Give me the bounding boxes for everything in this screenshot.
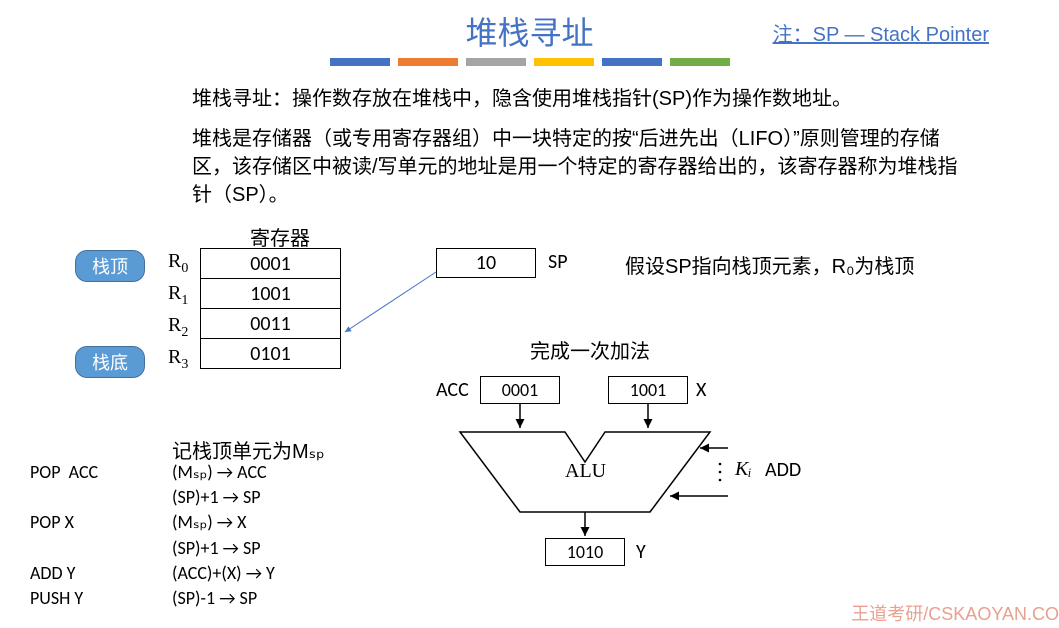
stripe-4 [534, 58, 594, 66]
stripe-1 [330, 58, 390, 66]
x-label: X [696, 378, 706, 402]
sp-value-box: 10 [436, 248, 536, 278]
reg-cell-1: 1001 [201, 279, 341, 309]
acc-value-box: 0001 [480, 376, 560, 404]
stripe-6 [670, 58, 730, 66]
sp-label: SP [548, 250, 568, 274]
ops-right-column: (Mₛₚ) → ACC (SP)+1 → SP (Mₛₚ) → X (SP)+1… [172, 460, 275, 611]
paragraph-2: 堆栈是存储器（或专用寄存器组）中一块特定的按“后进先出（LIFO）”原则管理的存… [192, 125, 972, 209]
stripe-5 [602, 58, 662, 66]
sp-note: 假设SP指向栈顶元素，R₀为栈顶 [625, 250, 914, 279]
y-label: Y [636, 540, 646, 564]
stripe-2 [398, 58, 458, 66]
reg-cell-3: 0101 [201, 339, 341, 369]
reg-label-2: R2 [168, 314, 188, 341]
registers-table: 0001 1001 0011 0101 [200, 248, 341, 369]
add-label: ADD [765, 458, 801, 482]
reg-label-3: R3 [168, 346, 188, 373]
paragraph-1: 堆栈寻址：操作数存放在堆栈中，隐含使用堆栈指针(SP)作为操作数地址。 [192, 85, 972, 113]
pill-stack-bottom: 栈底 [75, 346, 145, 378]
reg-cell-2: 0011 [201, 309, 341, 339]
ops-left-column: POP ACC POP X ADD Y PUSH Y [30, 460, 98, 611]
registers-header: 寄存器 [250, 222, 310, 251]
reg-label-0: R0 [168, 250, 188, 277]
accent-stripes [330, 58, 730, 66]
reg-cell-0: 0001 [201, 249, 341, 279]
alu-title: 完成一次加法 [530, 335, 650, 364]
watermark: 王道考研/CSKAOYAN.CO [851, 600, 1059, 626]
alu-unit-label: ALU [565, 460, 606, 483]
reg-label-1: R1 [168, 282, 188, 309]
y-value-box: 1010 [545, 538, 625, 566]
stripe-3 [466, 58, 526, 66]
x-value-box: 1001 [608, 376, 688, 404]
k-label: Kᵢ [735, 458, 752, 481]
pill-stack-top: 栈顶 [75, 250, 145, 282]
acc-label: ACC [436, 378, 469, 402]
top-note: 注：SP — Stack Pointer [773, 18, 989, 47]
